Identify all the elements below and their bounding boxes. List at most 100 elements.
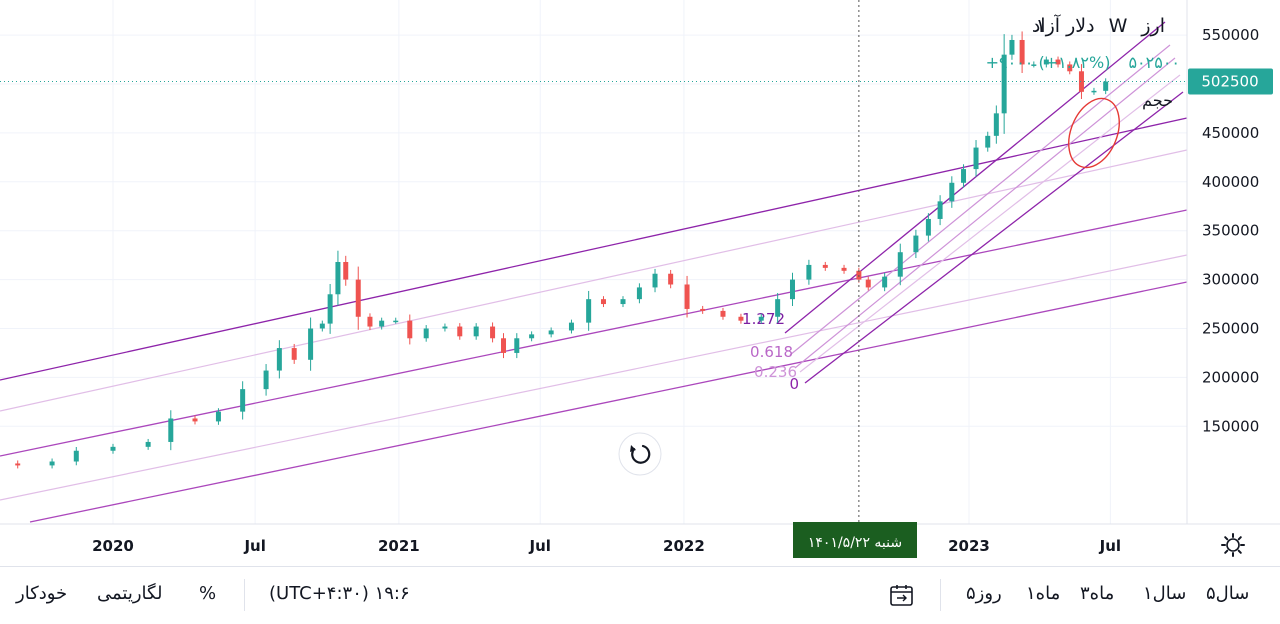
- candle: [393, 320, 399, 323]
- channel-line[interactable]: [794, 57, 1176, 369]
- fib-level-label: 0: [789, 375, 799, 393]
- candle: [738, 316, 744, 321]
- candle: [882, 276, 888, 288]
- candle: [652, 273, 658, 288]
- candle: [600, 299, 606, 305]
- replay-icon: [630, 444, 651, 464]
- candle: [168, 418, 174, 442]
- crosshair-date-badge: شنبه ۱۴۰۱/۵/۲۲: [793, 522, 917, 558]
- channel-line[interactable]: [29, 281, 1188, 523]
- date-range-button[interactable]: [889, 584, 915, 608]
- candle: [806, 264, 812, 280]
- candle: [961, 169, 967, 183]
- channel-line[interactable]: [0, 209, 1188, 457]
- candle: [355, 279, 361, 317]
- channel-line[interactable]: [804, 91, 1184, 384]
- settings-gear-icon[interactable]: [1221, 533, 1245, 557]
- candle: [501, 338, 507, 353]
- candle: [865, 279, 871, 288]
- candle: [937, 201, 943, 219]
- candle: [1055, 59, 1061, 65]
- range-5d-button[interactable]: ۵روز: [966, 583, 1002, 604]
- auto-scale-button[interactable]: خودکار: [16, 583, 68, 604]
- range-1m-button[interactable]: ۱ماه: [1026, 583, 1061, 604]
- channel-line[interactable]: [799, 74, 1181, 373]
- percent-scale-button[interactable]: %: [199, 583, 217, 604]
- price-change: +۹۰۰۰ (+۱.۸۲%) ۵۰۲۵۰۰: [986, 53, 1180, 72]
- time-tick-label: Jul: [1099, 537, 1121, 555]
- candle: [636, 287, 642, 300]
- candle: [379, 320, 385, 327]
- time-tick-label: 2023: [948, 537, 990, 555]
- channel-line[interactable]: [0, 149, 1188, 412]
- channel-line[interactable]: [789, 44, 1171, 356]
- bottom-toolbar: خودکار لگاریتمی % (UTC+۴:۳۰) ۱۹:۶ ۵روز ۱…: [0, 566, 1280, 624]
- candle: [73, 450, 79, 462]
- time-axis: 2020 Jul 2021 Jul 2022 2023 Jul: [92, 537, 1121, 555]
- range-1y-button[interactable]: ۱سال: [1143, 583, 1187, 604]
- candle: [15, 463, 21, 466]
- candle: [1001, 54, 1007, 114]
- candle: [442, 326, 448, 329]
- fib-level-label: 0.236: [754, 363, 797, 381]
- candle: [720, 310, 726, 317]
- timezone-button[interactable]: (UTC+۴:۳۰) ۱۹:۶: [269, 583, 410, 604]
- candle: [215, 411, 221, 422]
- candle: [529, 334, 535, 339]
- candle: [841, 267, 847, 271]
- candle: [276, 348, 282, 371]
- date-range-icon: [890, 585, 913, 606]
- crosshair-date-bg: [793, 522, 917, 558]
- channel-line[interactable]: [0, 117, 1188, 381]
- candle: [668, 273, 674, 285]
- candle: [925, 218, 931, 236]
- price-tick-label: 450000: [1202, 124, 1259, 142]
- candle: [110, 446, 116, 451]
- range-3m-button[interactable]: ۳ماه: [1080, 583, 1115, 604]
- fib-level-label: 0.618: [750, 343, 793, 361]
- price-axis: 150000 200000 250000 300000 350000 400000 4500…: [1202, 26, 1259, 435]
- candle: [1091, 90, 1097, 93]
- candle: [993, 113, 999, 136]
- channel-line[interactable]: [784, 21, 1166, 334]
- candle: [700, 308, 706, 311]
- candle: [586, 299, 592, 323]
- candle: [145, 441, 151, 447]
- candle: [1067, 64, 1073, 72]
- candle: [789, 279, 795, 300]
- candle: [775, 299, 781, 317]
- time-tick-label: Jul: [243, 537, 265, 555]
- price-tick-label: 550000: [1202, 26, 1259, 44]
- candle: [1009, 39, 1015, 55]
- price-tick-label: 150000: [1202, 417, 1259, 435]
- annotation-ellipse[interactable]: [1059, 91, 1129, 175]
- log-scale-button[interactable]: لگاریتمی: [97, 583, 163, 604]
- candle: [758, 316, 764, 321]
- overlay: [0, 0, 1187, 524]
- candle: [423, 328, 429, 339]
- candle: [897, 252, 903, 277]
- price-tick-label: 400000: [1202, 173, 1259, 191]
- candle: [973, 147, 979, 170]
- candle: [490, 326, 496, 339]
- candle: [343, 261, 349, 280]
- last-price-badge: 502500: [1188, 68, 1273, 95]
- candle: [335, 261, 341, 295]
- time-tick-label: Jul: [529, 537, 551, 555]
- time-tick-label: 2021: [378, 537, 420, 555]
- candle: [1019, 39, 1025, 65]
- candle: [367, 316, 373, 327]
- candle: [457, 326, 463, 337]
- channel-line[interactable]: [0, 254, 1188, 501]
- volume-label: حجم: [1142, 91, 1173, 110]
- candle: [263, 370, 269, 390]
- range-5y-button[interactable]: ۵سال: [1206, 583, 1250, 604]
- candle: [1103, 81, 1109, 91]
- price-tick-label: 300000: [1202, 271, 1259, 289]
- candle: [568, 322, 574, 331]
- candle: [240, 389, 246, 412]
- replay-button[interactable]: [618, 432, 662, 476]
- candle: [620, 299, 626, 305]
